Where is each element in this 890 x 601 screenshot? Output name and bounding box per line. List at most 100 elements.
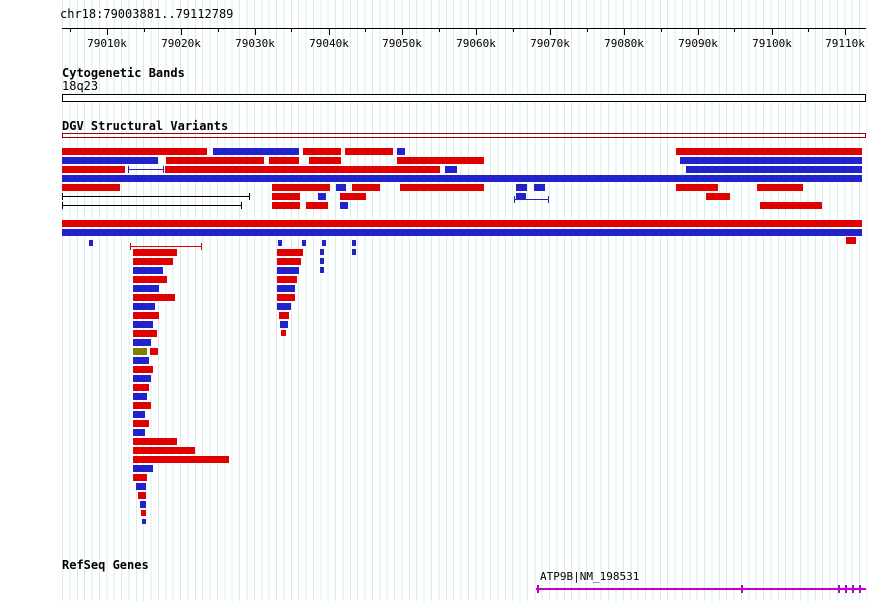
variant-bar[interactable] bbox=[318, 193, 326, 200]
variant-bar[interactable] bbox=[277, 303, 291, 310]
variant-bar[interactable] bbox=[680, 157, 862, 164]
variant-span-line[interactable] bbox=[62, 193, 250, 200]
variant-bar[interactable] bbox=[133, 303, 155, 310]
variant-bar[interactable] bbox=[516, 193, 526, 200]
variant-bar[interactable] bbox=[272, 193, 300, 200]
variant-bar[interactable] bbox=[133, 258, 173, 265]
variant-bar[interactable] bbox=[213, 148, 299, 155]
variant-bar[interactable] bbox=[400, 184, 484, 191]
variant-bar[interactable] bbox=[534, 184, 545, 191]
variant-bar[interactable] bbox=[277, 276, 297, 283]
variant-bar[interactable] bbox=[279, 312, 289, 319]
variant-bar[interactable] bbox=[676, 148, 862, 155]
variant-bar[interactable] bbox=[277, 249, 303, 256]
gene-line[interactable] bbox=[536, 588, 866, 590]
variant-bar[interactable] bbox=[303, 148, 341, 155]
variant-bar[interactable] bbox=[62, 229, 862, 236]
variant-bar[interactable] bbox=[133, 429, 145, 436]
variant-bar[interactable] bbox=[320, 258, 324, 264]
variant-bar[interactable] bbox=[706, 193, 730, 200]
variant-bar[interactable] bbox=[133, 339, 151, 346]
variant-bar[interactable] bbox=[166, 157, 264, 164]
variant-bar[interactable] bbox=[136, 483, 146, 490]
variant-bar[interactable] bbox=[397, 148, 405, 155]
variant-bar[interactable] bbox=[133, 348, 147, 355]
variant-bar[interactable] bbox=[133, 375, 151, 382]
variant-bar[interactable] bbox=[133, 456, 229, 463]
variant-bar[interactable] bbox=[320, 249, 324, 255]
variant-bar[interactable] bbox=[62, 166, 125, 173]
variant-bar[interactable] bbox=[150, 348, 158, 355]
variant-bar[interactable] bbox=[140, 501, 146, 508]
variant-span-line[interactable] bbox=[514, 196, 549, 203]
variant-bar[interactable] bbox=[516, 184, 527, 191]
variant-bar[interactable] bbox=[272, 202, 300, 209]
variant-bar[interactable] bbox=[309, 157, 341, 164]
variant-bar[interactable] bbox=[62, 148, 207, 155]
variant-bar[interactable] bbox=[322, 240, 326, 246]
variant-bar[interactable] bbox=[133, 330, 157, 337]
variant-bar[interactable] bbox=[352, 240, 356, 246]
variant-bar[interactable] bbox=[142, 519, 146, 524]
variant-bar[interactable] bbox=[133, 321, 153, 328]
variant-bar[interactable] bbox=[133, 294, 175, 301]
exon-tick[interactable] bbox=[859, 585, 861, 593]
variant-bar[interactable] bbox=[89, 240, 93, 246]
variant-bar[interactable] bbox=[352, 184, 380, 191]
variant-bar[interactable] bbox=[340, 193, 366, 200]
exon-tick[interactable] bbox=[845, 585, 847, 593]
variant-bar[interactable] bbox=[133, 312, 159, 319]
variant-bar[interactable] bbox=[281, 330, 286, 336]
variant-bar[interactable] bbox=[133, 249, 177, 256]
variant-bar[interactable] bbox=[397, 157, 484, 164]
dgv-region-outline[interactable] bbox=[62, 133, 866, 138]
variant-bar[interactable] bbox=[133, 420, 149, 427]
variant-bar[interactable] bbox=[133, 276, 167, 283]
variant-bar[interactable] bbox=[133, 285, 159, 292]
exon-tick[interactable] bbox=[741, 585, 743, 593]
variant-bar[interactable] bbox=[320, 267, 324, 273]
variant-bar[interactable] bbox=[133, 267, 163, 274]
variant-bar[interactable] bbox=[62, 220, 862, 227]
variant-bar[interactable] bbox=[272, 184, 330, 191]
variant-bar[interactable] bbox=[133, 357, 149, 364]
variant-bar[interactable] bbox=[277, 294, 295, 301]
variant-bar[interactable] bbox=[277, 285, 295, 292]
variant-bar[interactable] bbox=[62, 175, 862, 182]
variant-bar[interactable] bbox=[62, 157, 158, 164]
variant-bar[interactable] bbox=[686, 166, 862, 173]
variant-bar[interactable] bbox=[676, 184, 718, 191]
variant-bar[interactable] bbox=[133, 447, 195, 454]
variant-bar[interactable] bbox=[138, 492, 146, 499]
variant-bar[interactable] bbox=[306, 202, 328, 209]
variant-bar[interactable] bbox=[62, 184, 120, 191]
variant-span-line[interactable] bbox=[62, 202, 242, 209]
variant-bar[interactable] bbox=[141, 510, 146, 516]
variant-bar[interactable] bbox=[277, 267, 299, 274]
variant-bar[interactable] bbox=[757, 184, 803, 191]
exon-tick[interactable] bbox=[838, 585, 840, 593]
variant-bar[interactable] bbox=[269, 157, 299, 164]
variant-bar[interactable] bbox=[133, 393, 147, 400]
variant-bar[interactable] bbox=[302, 240, 306, 246]
variant-bar[interactable] bbox=[445, 166, 457, 173]
variant-bar[interactable] bbox=[133, 411, 145, 418]
variant-bar[interactable] bbox=[345, 148, 393, 155]
variant-bar[interactable] bbox=[133, 474, 147, 481]
variant-bar[interactable] bbox=[133, 402, 151, 409]
variant-bar[interactable] bbox=[760, 202, 822, 209]
variant-bar[interactable] bbox=[340, 202, 348, 209]
variant-bar[interactable] bbox=[352, 249, 356, 255]
variant-bar[interactable] bbox=[133, 438, 177, 445]
variant-bar[interactable] bbox=[278, 240, 282, 246]
variant-bar[interactable] bbox=[133, 366, 153, 373]
variant-bar[interactable] bbox=[133, 465, 153, 472]
cytoband-glyph[interactable] bbox=[62, 94, 866, 102]
variant-span-line[interactable] bbox=[130, 243, 202, 250]
variant-bar[interactable] bbox=[133, 384, 149, 391]
exon-tick[interactable] bbox=[537, 585, 539, 593]
variant-bar[interactable] bbox=[280, 321, 288, 328]
variant-span-line[interactable] bbox=[128, 166, 164, 173]
exon-tick[interactable] bbox=[852, 585, 854, 593]
variant-bar[interactable] bbox=[277, 258, 301, 265]
